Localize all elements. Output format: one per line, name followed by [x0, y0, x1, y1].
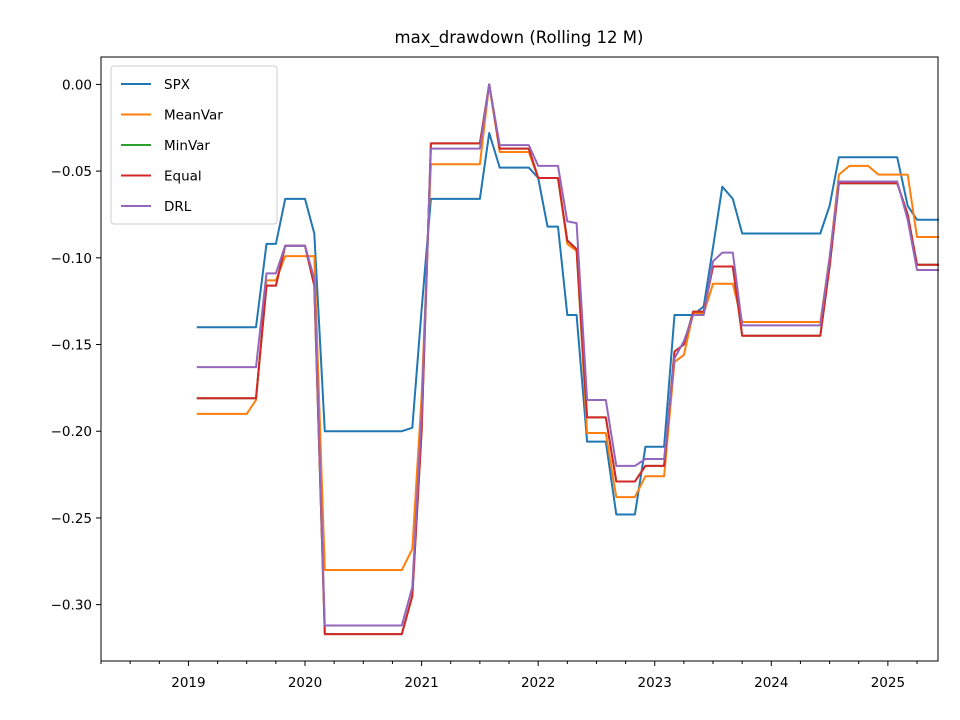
legend-label-minvar: MinVar: [164, 138, 210, 154]
legend-label-meanvar: MeanVar: [164, 108, 223, 124]
series-line-drl: [196, 83, 939, 627]
y-tick-label: −0.30: [51, 598, 92, 614]
x-tick-label: 2025: [871, 675, 905, 691]
plot-frame: [100, 56, 939, 662]
y-tick-label: 0.00: [62, 77, 92, 93]
axes-layer: 0.00 −0.05 −0.10 −0.15 −0.20 −0.25 −0.30 2019 20…: [51, 56, 939, 691]
chart-title: max_drawdown (Rolling 12 M): [395, 28, 644, 48]
series-layer: [196, 83, 939, 636]
y-tick-label: −0.05: [51, 164, 92, 180]
series-line-spx: [196, 132, 939, 516]
x-tick-label: 2019: [171, 675, 205, 691]
x-tick-label: 2022: [521, 675, 555, 691]
x-tick-label: 2023: [638, 675, 672, 691]
legend-label-drl: DRL: [164, 199, 192, 215]
y-tick-label: −0.20: [51, 424, 92, 440]
legend: SPX MeanVar MinVar Equal DRL: [110, 65, 278, 225]
y-tick-label: −0.15: [51, 338, 92, 354]
y-tick-label: −0.10: [51, 251, 92, 267]
legend-label-spx: SPX: [164, 77, 190, 93]
legend-frame: [110, 65, 278, 225]
x-tick-label: 2021: [404, 675, 438, 691]
x-tick-label: 2020: [288, 675, 322, 691]
y-tick-label: −0.25: [51, 511, 92, 527]
legend-label-equal: Equal: [164, 169, 202, 185]
x-tick-label: 2024: [754, 675, 788, 691]
